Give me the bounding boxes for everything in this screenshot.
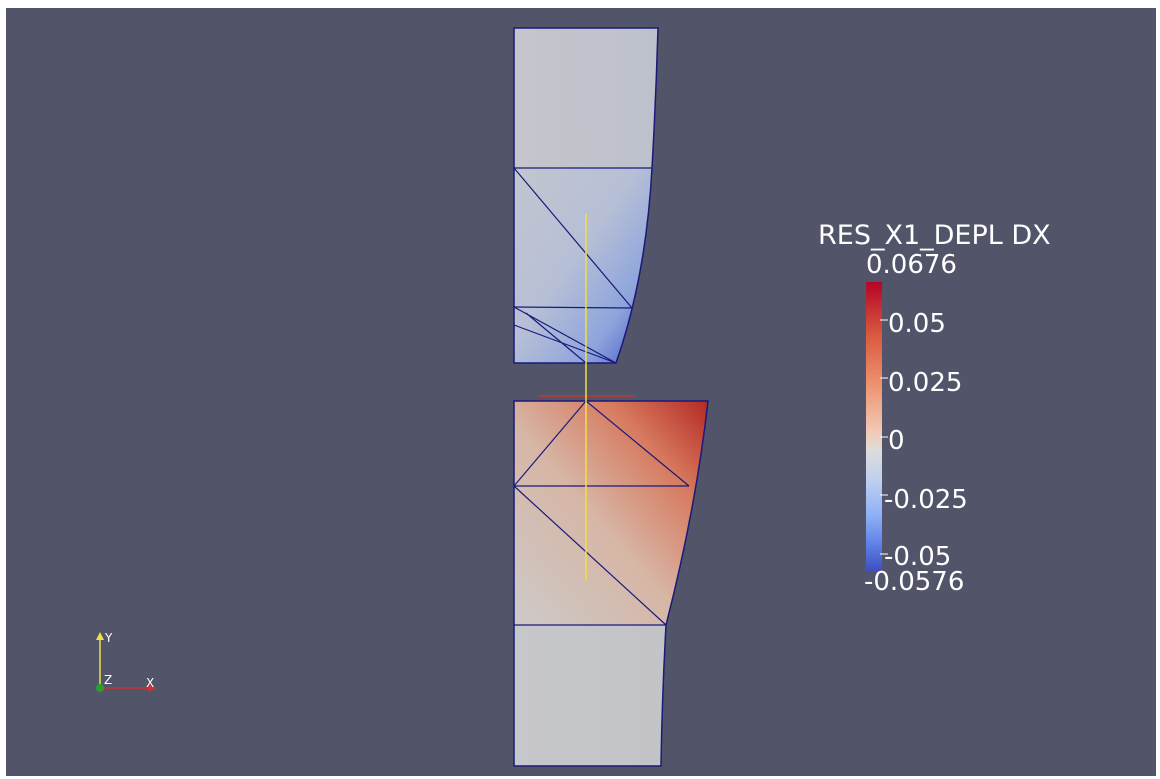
colorbar-tick-0: 0 xyxy=(888,426,905,456)
colorbar-max-label: 0.0676 xyxy=(866,250,957,280)
y-axis-arrow-icon xyxy=(96,632,104,640)
colorbar xyxy=(866,282,882,572)
colorbar-tick--0.05: -0.05 xyxy=(884,542,952,572)
upper-lower-region xyxy=(514,168,652,363)
colorbar-tick-0.025: 0.025 xyxy=(888,368,963,398)
lower-part xyxy=(513,395,709,767)
z-axis-dot-icon xyxy=(96,684,104,692)
render-viewport[interactable]: Y X Z RES_X1_DEPL DX 0.0676 0.05 0.025 0… xyxy=(6,8,1156,776)
upper-top-region xyxy=(514,28,658,168)
x-axis-arrow-icon xyxy=(148,684,156,692)
axis-label-x: X xyxy=(146,676,155,690)
lower-bottom-region xyxy=(514,625,666,766)
mesh-scene[interactable] xyxy=(6,8,1156,776)
colorbar-min-label: -0.0576 xyxy=(864,567,965,597)
colorbar-ticks xyxy=(880,319,888,555)
upper-part xyxy=(513,27,659,364)
colorbar-tick--0.025: -0.025 xyxy=(884,485,968,515)
lower-top-region xyxy=(514,401,708,625)
colorbar-tick-0.05: 0.05 xyxy=(888,309,946,339)
axis-label-y: Y xyxy=(105,631,113,645)
colorbar-title: RES_X1_DEPL DX xyxy=(818,220,1051,251)
axis-label-z: Z xyxy=(104,673,113,687)
orientation-axes xyxy=(96,632,156,692)
